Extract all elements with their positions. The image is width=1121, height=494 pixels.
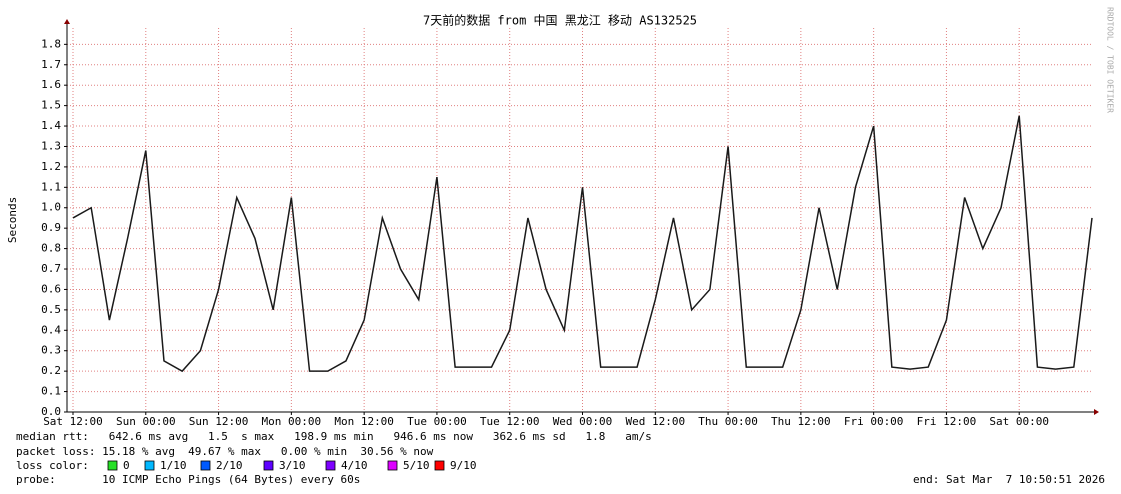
x-tick-label: Fri 12:00 [917,415,977,428]
x-tick-label: Wed 00:00 [553,415,613,428]
y-tick-label: 1.1 [41,180,61,193]
y-tick-label: 1.3 [41,139,61,152]
x-tick-label: Sun 12:00 [189,415,249,428]
legend-label: 4/10 [341,459,368,472]
y-tick-label: 1.0 [41,201,61,214]
y-tick-label: 1.7 [41,58,61,71]
x-tick-label: Sun 00:00 [116,415,176,428]
legend-label: 1/10 [160,459,187,472]
x-tick-label: Tue 00:00 [407,415,467,428]
x-tick-label: Thu 12:00 [771,415,831,428]
legend-swatch [325,460,336,471]
legend-title: loss color: [16,459,89,472]
legend-label: 0 [123,459,130,472]
watermark: RRDTOOL / TOBI OETIKER [1106,7,1115,113]
legend-label: 2/10 [216,459,243,472]
y-tick-label: 0.8 [41,242,61,255]
legend-swatch [107,460,118,471]
legend-label: 3/10 [279,459,306,472]
x-tick-label: Fri 00:00 [844,415,904,428]
y-tick-label: 0.4 [41,323,61,336]
y-tick-label: 1.8 [41,37,61,50]
legend-swatch [387,460,398,471]
y-tick-label: 0.9 [41,221,61,234]
end-time: end: Sat Mar 7 10:50:51 2026 [913,473,1105,486]
median-line [72,115,1093,373]
x-tick-label: Tue 12:00 [480,415,540,428]
plot-area [67,28,1092,412]
x-tick-label: Mon 12:00 [334,415,394,428]
y-tick-label: 1.4 [41,119,61,132]
legend-label: 5/10 [403,459,430,472]
x-tick-label: Thu 00:00 [698,415,758,428]
chart-title: 7天前的数据 from 中国 黑龙江 移动 AS132525 [423,13,697,28]
y-tick-label: 1.5 [41,99,61,112]
legend-swatch [144,460,155,471]
x-tick-label: Mon 00:00 [262,415,322,428]
y-tick-label: 0.2 [41,364,61,377]
x-tick-label: Wed 12:00 [625,415,685,428]
y-tick-label: 1.2 [41,160,61,173]
y-axis-label: Seconds [6,197,19,243]
legend-swatch [200,460,211,471]
y-tick-label: 0.5 [41,303,61,316]
x-tick-label: Sat 12:00 [43,415,103,428]
y-tick-label: 0.6 [41,282,61,295]
y-tick-label: 0.1 [41,385,61,398]
y-tick-label: 0.3 [41,344,61,357]
y-tick-label: 0.7 [41,262,61,275]
y-tick-label: 1.6 [41,78,61,91]
probe: probe: 10 ICMP Echo Pings (64 Bytes) eve… [16,473,360,486]
stats-line: packet loss: 15.18 % avg 49.67 % max 0.0… [16,445,434,458]
x-tick-label: Sat 00:00 [989,415,1049,428]
y-tick-label: 0.0 [41,405,61,418]
stats-line: median rtt: 642.6 ms avg 1.5 s max 198.9… [16,430,652,443]
legend-swatch [263,460,274,471]
legend-swatch [434,460,445,471]
axis-arrow [64,19,70,24]
legend-label: 9/10 [450,459,477,472]
axis-arrow [1094,409,1099,415]
